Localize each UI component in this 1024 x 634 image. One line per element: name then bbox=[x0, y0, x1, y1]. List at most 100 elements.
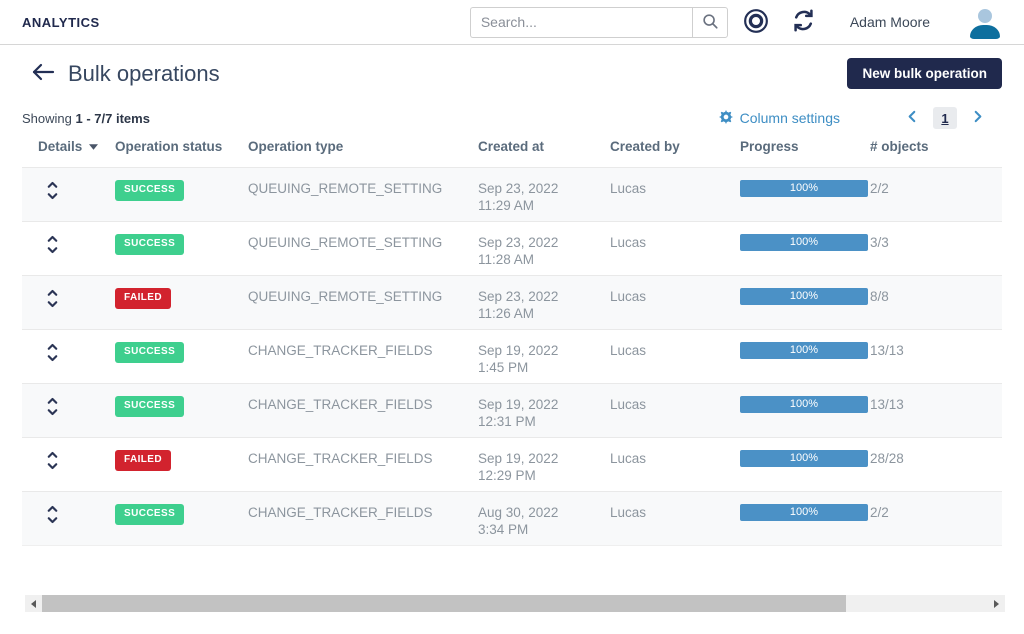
refresh-icon bbox=[791, 8, 816, 36]
avatar-head bbox=[978, 9, 992, 23]
created-at-cell: Sep 19, 2022 12:31 PM bbox=[478, 397, 559, 430]
created-at-cell: Sep 23, 2022 11:29 AM bbox=[478, 181, 559, 214]
objects-count-cell: 2/2 bbox=[870, 181, 889, 196]
progress-fill: 100% bbox=[740, 180, 868, 197]
objects-count-cell: 3/3 bbox=[870, 235, 889, 250]
column-settings-button[interactable]: Column settings bbox=[718, 109, 840, 127]
chevrons-up-down-icon bbox=[45, 505, 60, 528]
progress-bar: 100% bbox=[740, 396, 868, 413]
expand-row-control[interactable] bbox=[43, 340, 62, 368]
progress-cell: 100% bbox=[724, 276, 868, 329]
progress-label: 100% bbox=[789, 506, 819, 519]
created-by-cell: Lucas bbox=[610, 343, 647, 358]
chevrons-up-down-icon bbox=[45, 397, 60, 420]
scroll-right-button[interactable] bbox=[988, 595, 1005, 612]
expand-row-control[interactable] bbox=[43, 286, 62, 314]
page-number-button[interactable]: 1 bbox=[933, 107, 957, 129]
expand-row-control[interactable] bbox=[43, 178, 62, 206]
operation-type-cell: CHANGE_TRACKER_FIELDS bbox=[248, 397, 433, 412]
new-bulk-operation-button[interactable]: New bulk operation bbox=[847, 58, 1002, 89]
details-cell bbox=[22, 384, 99, 437]
pagination: 1 bbox=[902, 107, 988, 129]
progress-bar: 100% bbox=[740, 342, 868, 359]
details-cell bbox=[22, 168, 99, 221]
expand-row-control[interactable] bbox=[43, 502, 62, 530]
created-by-cell: Lucas bbox=[610, 505, 647, 520]
gear-icon bbox=[718, 109, 740, 127]
progress-bar: 100% bbox=[740, 288, 868, 305]
objects-count-cell: 13/13 bbox=[870, 343, 904, 358]
triangle-left-icon bbox=[31, 599, 36, 608]
progress-cell: 100% bbox=[724, 222, 868, 275]
search-icon bbox=[701, 12, 719, 33]
operation-type-cell: QUEUING_REMOTE_SETTING bbox=[248, 289, 443, 304]
status-cell: SUCCESS bbox=[99, 222, 232, 275]
expand-row-control[interactable] bbox=[43, 394, 62, 422]
created-at-cell: Sep 23, 2022 11:28 AM bbox=[478, 235, 559, 268]
created-by-cell: Lucas bbox=[610, 235, 647, 250]
created-by-cell: Lucas bbox=[610, 451, 647, 466]
status-cell: SUCCESS bbox=[99, 492, 232, 545]
previous-page-button[interactable] bbox=[902, 108, 921, 128]
chevrons-up-down-icon bbox=[45, 181, 60, 204]
details-cell bbox=[22, 276, 99, 329]
status-cell: FAILED bbox=[99, 276, 232, 329]
table-toolbar: Showing 1 - 7/7 items Column settings 1 bbox=[0, 101, 1024, 139]
status-cell: SUCCESS bbox=[99, 330, 232, 383]
progress-fill: 100% bbox=[740, 342, 868, 359]
progress-cell: 100% bbox=[724, 384, 868, 437]
column-settings-label: Column settings bbox=[739, 110, 840, 126]
chevrons-up-down-icon bbox=[45, 235, 60, 258]
chevrons-up-down-icon bbox=[45, 289, 60, 312]
created-at-cell: Sep 23, 2022 11:26 AM bbox=[478, 289, 559, 322]
progress-fill: 100% bbox=[740, 234, 868, 251]
triangle-right-icon bbox=[994, 599, 999, 608]
target-circles-button[interactable] bbox=[742, 8, 770, 36]
operation-type-cell: CHANGE_TRACKER_FIELDS bbox=[248, 451, 433, 466]
header-objects: # objects bbox=[870, 139, 929, 154]
objects-count-cell: 13/13 bbox=[870, 397, 904, 412]
table-body: SUCCESS QUEUING_REMOTE_SETTING Sep 23, 2… bbox=[22, 167, 1002, 546]
expand-row-control[interactable] bbox=[43, 448, 62, 476]
chevron-left-icon bbox=[906, 110, 917, 126]
scrollbar-track[interactable] bbox=[42, 595, 988, 612]
status-badge: FAILED bbox=[115, 288, 171, 309]
refresh-button[interactable] bbox=[790, 8, 818, 36]
horizontal-scrollbar bbox=[25, 595, 1005, 612]
scroll-left-button[interactable] bbox=[25, 595, 42, 612]
search-input[interactable] bbox=[469, 6, 692, 38]
status-cell: SUCCESS bbox=[99, 384, 232, 437]
objects-count-cell: 8/8 bbox=[870, 289, 889, 304]
avatar-body bbox=[970, 25, 1000, 39]
avatar[interactable] bbox=[970, 9, 1000, 45]
table-row: SUCCESS CHANGE_TRACKER_FIELDS Sep 19, 20… bbox=[22, 329, 1002, 383]
table-row: FAILED QUEUING_REMOTE_SETTING Sep 23, 20… bbox=[22, 275, 1002, 329]
header-details[interactable]: Details bbox=[22, 139, 99, 154]
details-cell bbox=[22, 438, 99, 491]
user-menu[interactable]: Adam Moore bbox=[849, 14, 930, 30]
scrollbar-thumb[interactable] bbox=[42, 595, 847, 612]
details-cell bbox=[22, 222, 99, 275]
status-badge: SUCCESS bbox=[115, 180, 185, 201]
status-badge: SUCCESS bbox=[115, 342, 185, 363]
progress-label: 100% bbox=[789, 236, 819, 249]
next-page-button[interactable] bbox=[969, 108, 988, 128]
created-at-cell: Aug 30, 2022 3:34 PM bbox=[478, 505, 559, 538]
progress-fill: 100% bbox=[740, 450, 868, 467]
operation-type-cell: QUEUING_REMOTE_SETTING bbox=[248, 235, 443, 250]
header-progress: Progress bbox=[740, 139, 799, 154]
progress-cell: 100% bbox=[724, 438, 868, 491]
status-badge: SUCCESS bbox=[115, 396, 185, 417]
expand-row-control[interactable] bbox=[43, 232, 62, 260]
status-cell: FAILED bbox=[99, 438, 232, 491]
showing-label: Showing bbox=[22, 110, 72, 126]
operation-type-cell: CHANGE_TRACKER_FIELDS bbox=[248, 343, 433, 358]
details-cell bbox=[22, 492, 99, 545]
top-bar: ANALYTICS Ada bbox=[0, 0, 1024, 45]
showing-range: 1 - 7/7 items bbox=[75, 110, 150, 126]
search-button[interactable] bbox=[691, 6, 728, 38]
app-logo: ANALYTICS bbox=[22, 14, 100, 30]
back-arrow-icon bbox=[30, 61, 56, 86]
back-button[interactable] bbox=[30, 62, 56, 86]
objects-count-cell: 28/28 bbox=[870, 451, 904, 466]
